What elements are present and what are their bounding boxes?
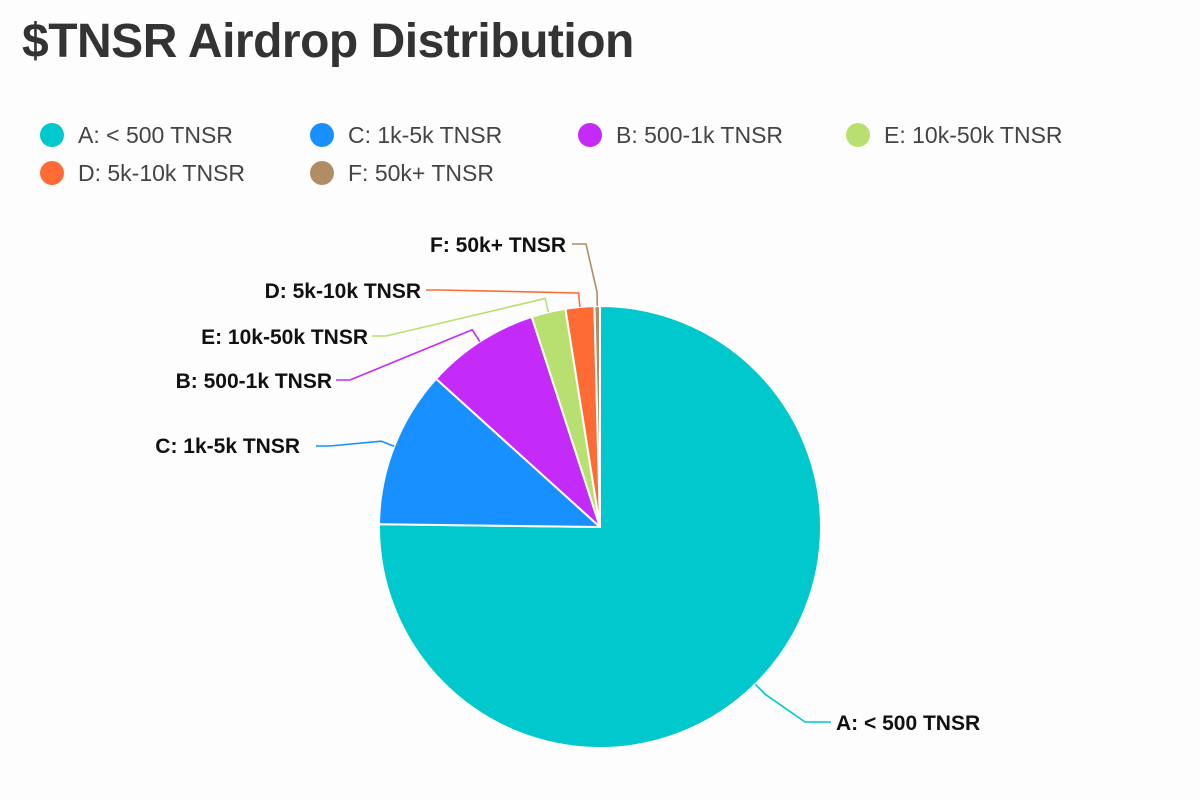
pie-slice[interactable] (378, 377, 601, 528)
legend-item[interactable]: F: 50k+ TNSR (310, 160, 578, 187)
leader-line (754, 683, 831, 723)
slice-label: B: 500-1k TNSR (176, 370, 332, 393)
legend-label: D: 5k-10k TNSR (78, 159, 246, 186)
leader-lines (316, 243, 831, 723)
legend-item[interactable]: E: 10k-50k TNSR (846, 122, 1114, 149)
legend-label: A: < 500 TNSR (78, 121, 233, 148)
legend-item[interactable]: C: 1k-5k TNSR (310, 122, 578, 149)
leader-line (372, 297, 550, 337)
slice-label: E: 10k-50k TNSR (201, 326, 368, 349)
pie-slices (378, 305, 822, 749)
legend-label: F: 50k+ TNSR (348, 159, 494, 186)
legend-item[interactable]: A: < 500 TNSR (40, 122, 310, 149)
legend-label: B: 500-1k TNSR (616, 121, 784, 148)
pie-slice[interactable] (593, 305, 601, 528)
legend-item[interactable]: B: 500-1k TNSR (578, 122, 846, 149)
slice-label: F: 50k+ TNSR (430, 234, 566, 257)
slice-label: A: < 500 TNSR (836, 712, 980, 735)
legend-swatch (310, 161, 334, 185)
legend: A: < 500 TNSR C: 1k-5k TNSR B: 500-1k TN… (40, 116, 1180, 192)
legend-label: C: 1k-5k TNSR (348, 121, 503, 148)
pie-slice[interactable] (378, 305, 822, 749)
leader-line (336, 328, 481, 381)
legend-swatch (40, 161, 64, 185)
slice-label: D: 5k-10k TNSR (265, 280, 421, 303)
legend-row-1: A: < 500 TNSR C: 1k-5k TNSR B: 500-1k TN… (40, 116, 1180, 154)
legend-swatch (40, 123, 64, 147)
leader-line (316, 440, 395, 448)
legend-swatch (578, 123, 602, 147)
legend-swatch (846, 123, 870, 147)
leader-line (572, 243, 599, 307)
leader-line (426, 289, 581, 307)
legend-item[interactable]: D: 5k-10k TNSR (40, 160, 310, 187)
legend-row-2: D: 5k-10k TNSR F: 50k+ TNSR (40, 154, 1180, 192)
slice-labels: A: < 500 TNSR C: 1k-5k TNSR B: 500-1k TNSR… (155, 234, 980, 735)
chart-title: $TNSR Airdrop Distribution (22, 15, 634, 68)
legend-swatch (310, 123, 334, 147)
legend-label: E: 10k-50k TNSR (884, 121, 1063, 148)
slice-label: C: 1k-5k TNSR (155, 435, 300, 458)
